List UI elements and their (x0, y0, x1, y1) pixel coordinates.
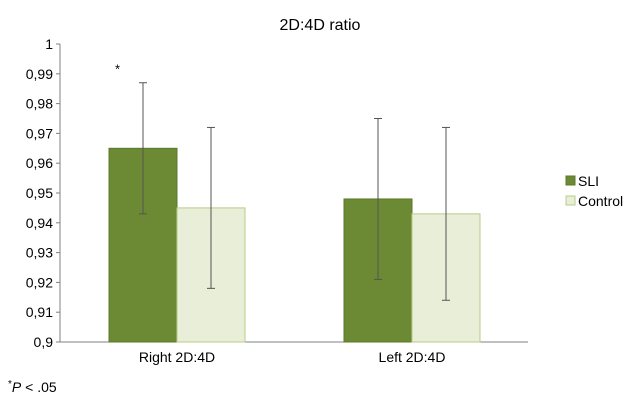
y-tick-label: 0,91 (26, 304, 53, 320)
legend-label: Control (578, 193, 623, 209)
footnote: *P < .05 (8, 379, 57, 396)
legend-label: SLI (578, 173, 599, 189)
bars (108, 147, 481, 343)
x-axis-labels: Right 2D:4D Left 2D:4D (139, 349, 446, 365)
y-tick-label: 1 (45, 36, 53, 52)
annotations: * (115, 62, 120, 77)
y-tick-label: 0,93 (26, 245, 53, 261)
legend-swatch (565, 175, 576, 186)
legend: SLI Control (565, 173, 623, 209)
y-tick-label: 0,98 (26, 96, 53, 112)
y-tick-label: 0,97 (26, 125, 53, 141)
footnote-star: * (8, 379, 12, 390)
x-tick-label: Right 2D:4D (139, 349, 215, 365)
significance-annotation: * (115, 62, 120, 77)
chart-title: 2D:4D ratio (280, 17, 361, 34)
y-tick-label: 0,96 (26, 155, 53, 171)
y-tick-label: 0,9 (34, 334, 54, 350)
legend-swatch (565, 195, 576, 206)
footnote-rest: < .05 (21, 379, 57, 395)
y-tick-label: 0,92 (26, 274, 53, 290)
y-tick-label: 0,95 (26, 185, 53, 201)
error-bars (139, 82, 450, 301)
footnote-p: P (12, 379, 22, 395)
y-tick-label: 0,99 (26, 66, 53, 82)
y-tick-label: 0,94 (26, 215, 53, 231)
x-tick-label: Left 2D:4D (379, 349, 446, 365)
